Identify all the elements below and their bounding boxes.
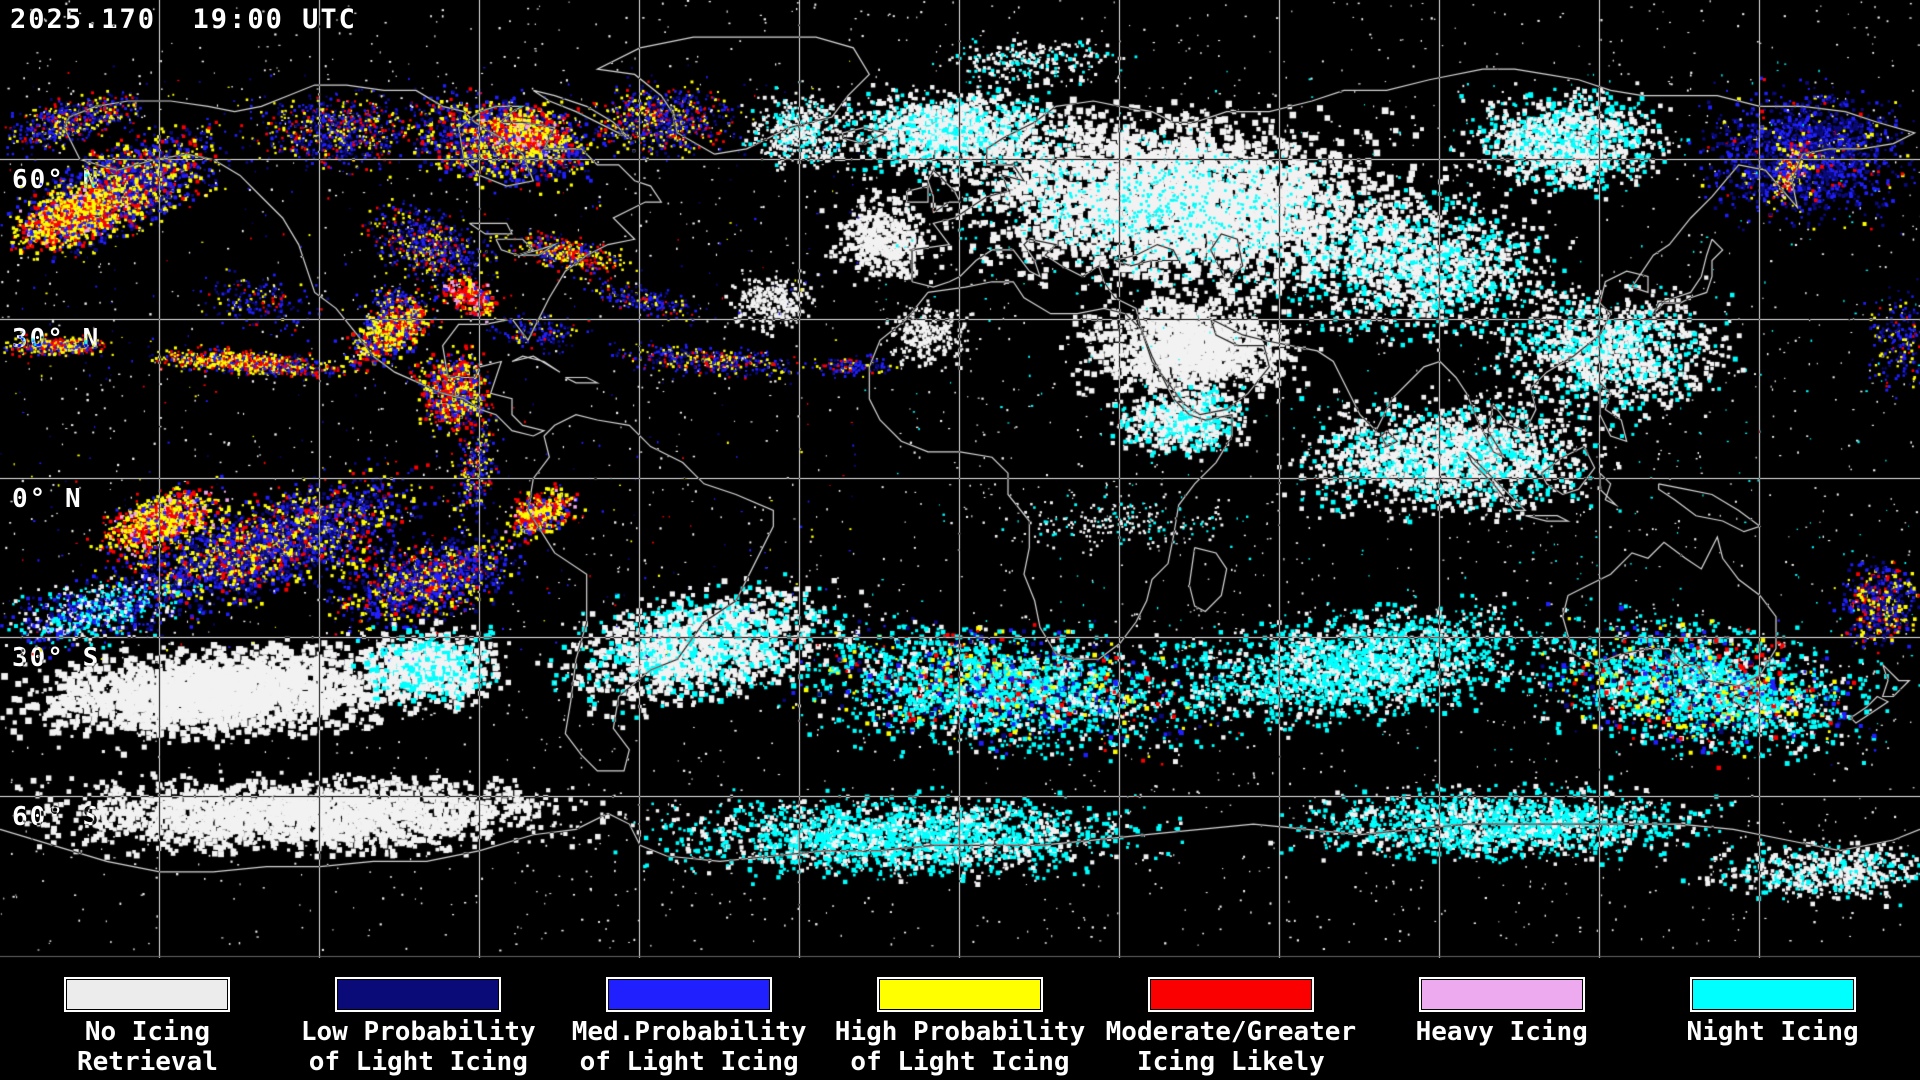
legend-label-line1-low-probability-light-icing: Low Probability [300, 1017, 536, 1047]
timestamp-label: 2025.170 19:00 UTC [10, 4, 357, 35]
legend-label-line1-moderate-greater-icing: Moderate/Greater [1105, 1017, 1357, 1047]
legend-swatch-med-probability-light-icing [606, 977, 773, 1012]
legend-bar: No Icing Retrieval Low Probability of Light… [0, 958, 1920, 1080]
legend-label-line2-high-probability-light-icing: of Light Icing [850, 1047, 1070, 1077]
legend-label-line1-high-probability-light-icing: High Probability [834, 1017, 1086, 1047]
legend-label-line2-no-icing-retrieval: Retrieval [76, 1047, 218, 1077]
world-map-canvas [0, 0, 1920, 958]
legend-label-line2-moderate-greater-icing: Icing Likely [1136, 1047, 1325, 1077]
world-map: 2025.170 19:00 UTC 60° N 30° N 0° N 30° S 60… [0, 0, 1920, 958]
latitude-label-60S: 60° S [12, 802, 101, 832]
legend-item-no-icing-retrieval: No Icing Retrieval [12, 958, 283, 1080]
latitude-label-30N: 30° N [12, 324, 101, 354]
latitude-label-0N: 0° N [12, 484, 83, 514]
legend-swatch-low-probability-light-icing [335, 977, 502, 1012]
legend-item-heavy-icing: Heavy Icing [1366, 958, 1637, 1080]
legend-item-med-probability-light-icing: Med.Probability of Light Icing [554, 958, 825, 1080]
legend-item-night-icing: Night Icing [1637, 958, 1908, 1080]
legend-swatch-moderate-greater-icing [1147, 977, 1314, 1012]
legend-label-line1-night-icing: Night Icing [1686, 1017, 1859, 1047]
legend-swatch-night-icing [1689, 977, 1856, 1012]
legend-item-moderate-greater-icing: Moderate/Greater Icing Likely [1095, 958, 1366, 1080]
legend-item-low-probability-light-icing: Low Probability of Light Icing [283, 958, 554, 1080]
legend-label-line2-low-probability-light-icing: of Light Icing [308, 1047, 528, 1077]
latitude-label-30S: 30° S [12, 643, 101, 673]
legend-swatch-heavy-icing [1418, 977, 1585, 1012]
legend-swatch-high-probability-light-icing [877, 977, 1043, 1012]
legend-label-line2-med-probability-light-icing: of Light Icing [579, 1047, 799, 1077]
latitude-label-60N: 60° N [12, 165, 101, 195]
legend-swatch-no-icing-retrieval [64, 977, 231, 1012]
legend-label-line1-no-icing-retrieval: No Icing [84, 1017, 211, 1047]
legend-label-line1-med-probability-light-icing: Med.Probability [571, 1017, 807, 1047]
legend-label-line1-heavy-icing: Heavy Icing [1415, 1017, 1588, 1047]
legend-item-high-probability-light-icing: High Probability of Light Icing [825, 958, 1096, 1080]
